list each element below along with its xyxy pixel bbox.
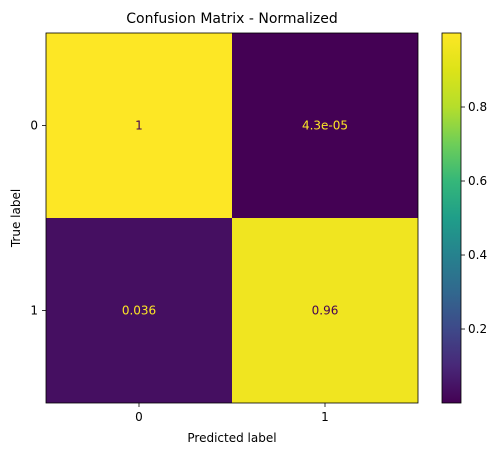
colorbar-tick-label: 0.4 <box>468 248 487 262</box>
heatmap-cell-1-0 <box>46 218 232 403</box>
y-tick-label: 0 <box>30 119 38 133</box>
y-tick-label: 1 <box>30 304 38 318</box>
colorbar-ticks: 0.2 0.4 0.6 0.8 <box>461 100 487 336</box>
cell-value-label-0-0: 1 <box>135 119 143 133</box>
x-tick-label: 1 <box>321 410 329 424</box>
heatmap-cell-0-1 <box>232 33 418 218</box>
cell-value-label-1-0: 0.036 <box>122 304 156 318</box>
cell-value-label-0-1: 4.3e-05 <box>302 119 348 133</box>
colorbar-tick-label: 0.8 <box>468 100 487 114</box>
colorbar-tick-label: 0.2 <box>468 322 487 336</box>
x-axis-label: Predicted label <box>187 431 276 445</box>
heatmap-cell-1-1 <box>232 218 418 403</box>
cell-value-label-1-1: 0.96 <box>312 304 339 318</box>
x-tick-label: 0 <box>135 410 143 424</box>
y-axis-label: True label <box>9 189 23 248</box>
plot-frame <box>45 32 419 404</box>
y-axis-ticks: 01 <box>30 119 46 318</box>
colorbar <box>441 32 462 404</box>
heatmap-cells: 1 4.3e-05 0.036 0.96 <box>46 33 418 403</box>
chart-title: Confusion Matrix - Normalized <box>126 11 338 27</box>
heatmap-cell-0-0 <box>46 33 232 218</box>
colorbar-tick-label: 0.6 <box>468 174 487 188</box>
